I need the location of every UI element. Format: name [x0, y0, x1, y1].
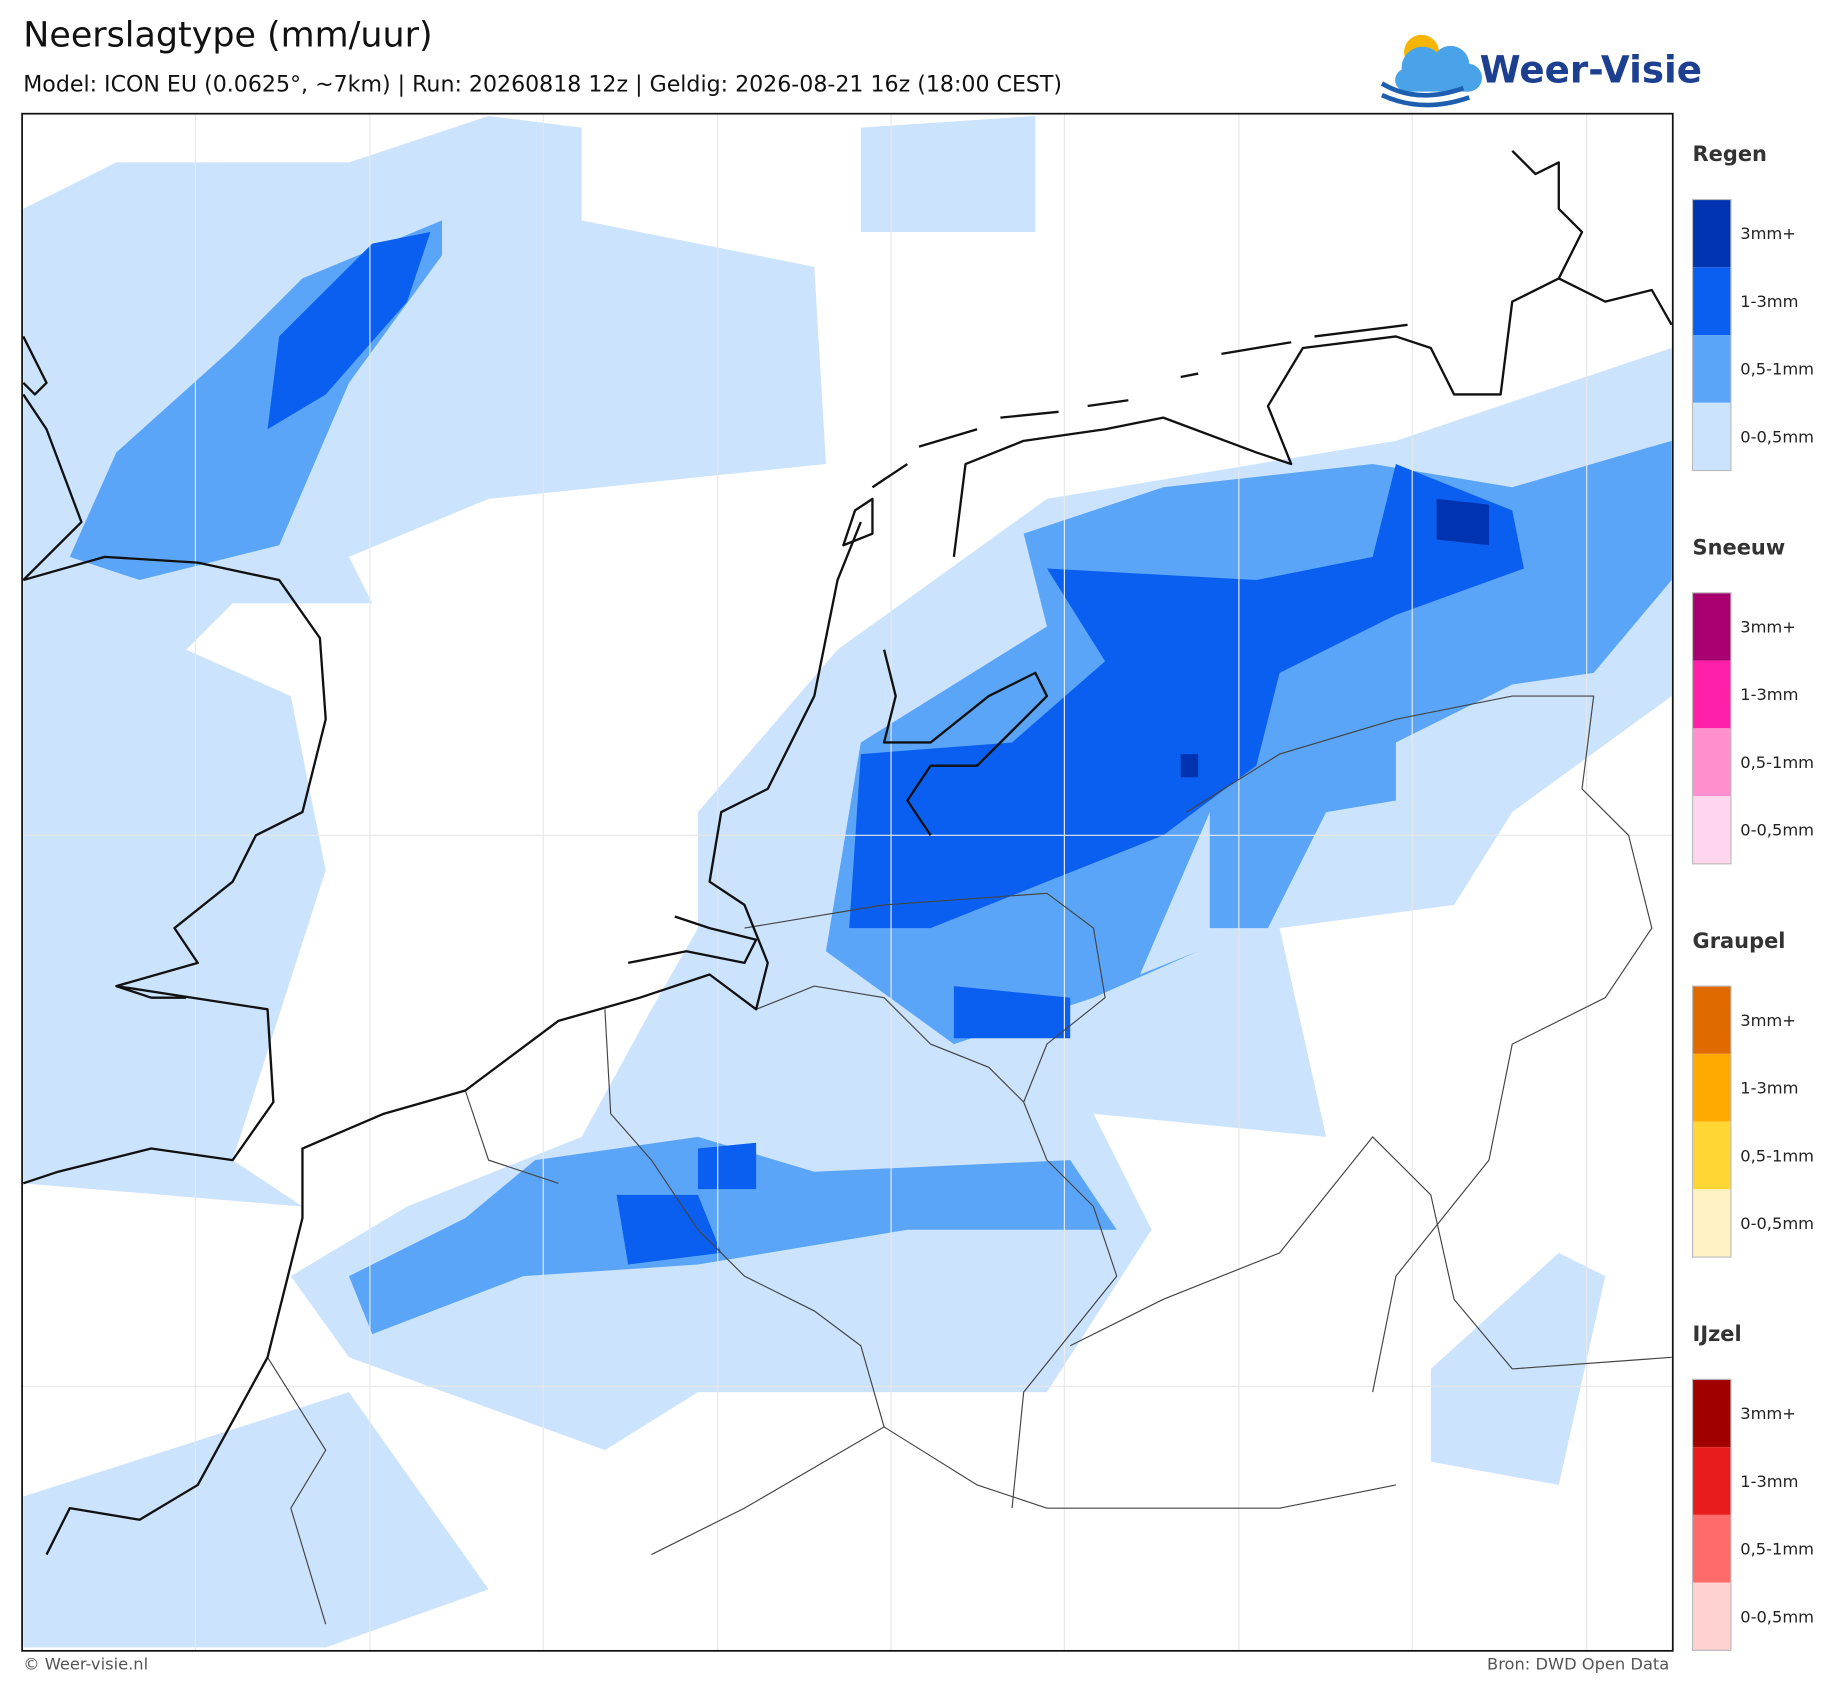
- coastlines: [22, 149, 1673, 1556]
- legend-bar-frame: [1691, 592, 1732, 865]
- footer-right: Bron: DWD Open Data: [1487, 1654, 1669, 1673]
- legend-label: 3mm+: [1740, 1011, 1796, 1030]
- legend-swatch: [1692, 402, 1731, 471]
- legend-label: 1-3mm: [1740, 685, 1798, 704]
- legend-bar-frame: [1691, 1378, 1732, 1651]
- legend-label: 3mm+: [1740, 618, 1796, 637]
- legend-swatch: [1692, 986, 1731, 1054]
- legend-label: 0-0,5mm: [1740, 1607, 1814, 1626]
- legend-swatch: [1692, 592, 1731, 661]
- legend-swatch: [1692, 1121, 1731, 1190]
- grid: [22, 113, 1673, 1651]
- legend-label: 3mm+: [1740, 224, 1796, 243]
- legend-label: 0,5-1mm: [1740, 360, 1814, 379]
- legend-swatch: [1692, 796, 1731, 864]
- legend-label: 0-0,5mm: [1740, 821, 1814, 840]
- map-frame: [21, 112, 1674, 1652]
- legend-title: Sneeuw: [1693, 536, 1786, 560]
- legend-label: 0,5-1mm: [1740, 753, 1814, 772]
- title: Neerslagtype (mm/uur): [23, 15, 432, 55]
- legend-title: IJzel: [1693, 1322, 1742, 1346]
- legend-label: 0,5-1mm: [1740, 1540, 1814, 1559]
- legend-label: 1-3mm: [1740, 292, 1798, 311]
- legend-swatch: [1692, 199, 1731, 268]
- map: [22, 113, 1673, 1651]
- legend-bar-frame: [1691, 198, 1732, 472]
- rain-heavy: [267, 232, 1524, 1265]
- legend-swatch: [1692, 660, 1731, 729]
- rain-extreme: [1180, 498, 1489, 778]
- legend-swatch: [1692, 1053, 1731, 1122]
- logo-text: Weer-Visie: [1480, 47, 1702, 91]
- legend-swatch: [1692, 1582, 1731, 1651]
- footer-left: © Weer-visie.nl: [23, 1654, 148, 1673]
- legend-title: Regen: [1693, 142, 1767, 166]
- legend-swatch: [1692, 1189, 1731, 1258]
- legend-label: 1-3mm: [1740, 1079, 1798, 1098]
- legend-label: 0-0,5mm: [1740, 427, 1814, 446]
- legend-title: Graupel: [1693, 929, 1786, 953]
- legend-swatch: [1692, 1514, 1731, 1583]
- legend-label: 0,5-1mm: [1740, 1146, 1814, 1165]
- legend-swatch: [1692, 335, 1731, 403]
- legend-label: 0-0,5mm: [1740, 1214, 1814, 1233]
- legend: Regen 3mm+ 1-3mm 0,5-1mm 0-0,5mm Sneeuw 3mm+ 1-…: [1691, 142, 1814, 1651]
- borders: [267, 695, 1672, 1625]
- legend-swatch: [1692, 1379, 1731, 1448]
- legend-bar-frame: [1691, 985, 1732, 1258]
- legend-swatch: [1692, 267, 1731, 336]
- legend-label: 3mm+: [1740, 1404, 1796, 1423]
- legend-swatch: [1692, 728, 1731, 797]
- subtitle: Model: ICON EU (0.0625°, ~7km) | Run: 20…: [23, 73, 1062, 98]
- legend-swatch: [1692, 1447, 1731, 1515]
- logo: Weer-Visie: [1380, 34, 1702, 108]
- legend-label: 1-3mm: [1740, 1472, 1798, 1491]
